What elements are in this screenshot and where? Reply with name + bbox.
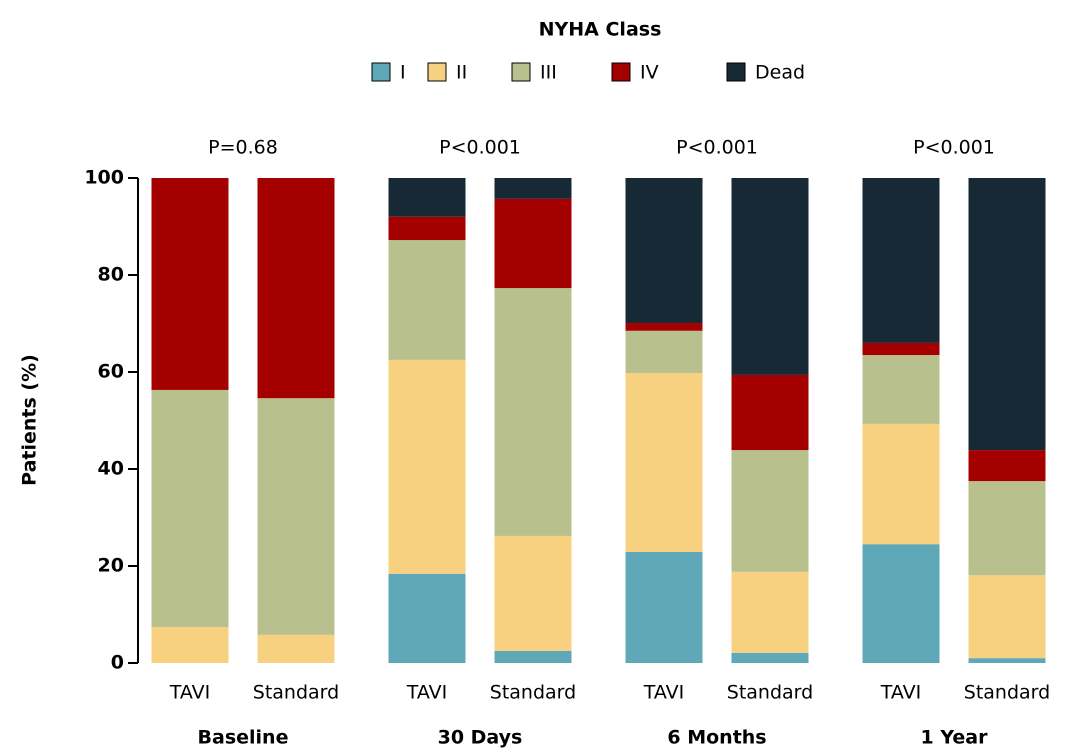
bar-segment xyxy=(731,450,809,572)
legend-label: IV xyxy=(640,62,659,84)
y-tick-label: 60 xyxy=(98,361,124,383)
p-value: P<0.001 xyxy=(676,137,758,159)
bar-segment xyxy=(494,288,572,536)
bar-segment xyxy=(862,544,940,663)
bar-segment xyxy=(731,652,809,663)
bar-segment xyxy=(625,323,703,331)
bar-segment xyxy=(731,571,809,653)
y-axis-label: Patients (%) xyxy=(19,354,41,486)
x-tick-label: TAVI xyxy=(169,682,211,704)
y-tick-label: 100 xyxy=(84,167,124,189)
legend-swatch xyxy=(371,62,391,82)
y-tick-label: 80 xyxy=(98,264,124,286)
bar-segment xyxy=(968,178,1046,451)
bar-segment xyxy=(257,398,335,635)
legend-label: I xyxy=(400,62,406,84)
legend-title: NYHA Class xyxy=(539,19,662,41)
x-tick-label: Standard xyxy=(964,682,1050,704)
group-label: Baseline xyxy=(198,727,289,749)
bar-segment xyxy=(151,178,229,390)
bar-segment xyxy=(388,359,466,574)
bar-segment xyxy=(862,178,940,343)
bar-segment xyxy=(388,216,466,241)
bar-segment xyxy=(625,372,703,552)
bar-segment xyxy=(257,634,335,663)
bar-segment xyxy=(388,240,466,360)
bar-segment xyxy=(968,575,1046,659)
bar-segment xyxy=(862,342,940,356)
y-tick-label: 20 xyxy=(98,555,124,577)
x-tick-label: TAVI xyxy=(880,682,922,704)
bar-segment xyxy=(862,423,940,545)
bar-segment xyxy=(388,178,466,217)
x-tick-label: Standard xyxy=(253,682,339,704)
bar-segment xyxy=(494,178,572,199)
legend-swatch xyxy=(511,62,531,82)
legend-label: II xyxy=(456,62,467,84)
bar-segment xyxy=(862,355,940,424)
bar-segment xyxy=(388,573,466,663)
p-value: P<0.001 xyxy=(439,137,521,159)
group-label: 30 Days xyxy=(438,727,523,749)
legend-label: Dead xyxy=(755,62,805,84)
bar-segment xyxy=(625,178,703,324)
bar-segment xyxy=(625,551,703,663)
bar-segment xyxy=(731,374,809,451)
bar-segment xyxy=(968,450,1046,482)
bar-segment xyxy=(625,330,703,373)
legend-swatch xyxy=(611,62,631,82)
y-tick-label: 0 xyxy=(111,652,124,674)
x-tick-label: Standard xyxy=(490,682,576,704)
bar-segment xyxy=(257,178,335,399)
group-label: 6 Months xyxy=(667,727,766,749)
bar-segment xyxy=(968,658,1046,663)
bar-segment xyxy=(151,627,229,663)
bar-segment xyxy=(731,178,809,375)
group-label: 1 Year xyxy=(921,727,989,749)
legend-swatch xyxy=(427,62,447,82)
p-value: P<0.001 xyxy=(913,137,995,159)
bar-segment xyxy=(494,198,572,289)
x-tick-label: Standard xyxy=(727,682,813,704)
bar-segment xyxy=(151,389,229,628)
bar-segment xyxy=(494,535,572,651)
bar-segment xyxy=(494,650,572,663)
x-tick-label: TAVI xyxy=(406,682,448,704)
legend-swatch xyxy=(726,62,746,82)
bar-segment xyxy=(968,481,1046,576)
y-tick-label: 40 xyxy=(98,458,124,480)
x-tick-label: TAVI xyxy=(643,682,685,704)
legend-label: III xyxy=(540,62,557,84)
p-value: P=0.68 xyxy=(208,137,278,159)
